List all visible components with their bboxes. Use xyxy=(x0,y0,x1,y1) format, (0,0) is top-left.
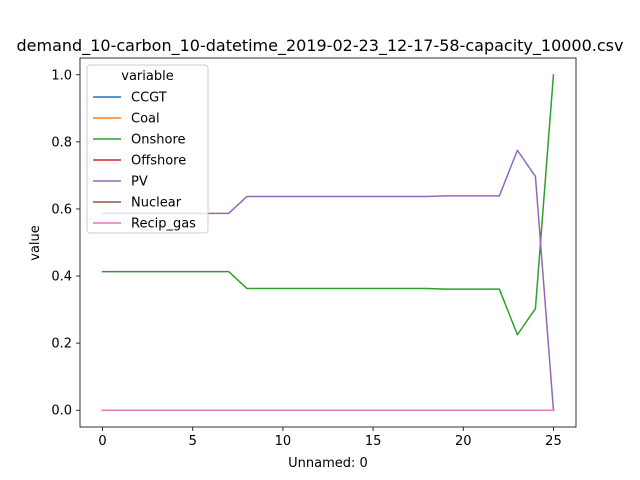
x-tick-label: 5 xyxy=(189,434,197,449)
x-tick-label: 20 xyxy=(455,434,472,449)
axes-frame xyxy=(79,57,577,428)
x-axis: 0 5 10 15 20 25 xyxy=(98,427,562,449)
y-tick-label: 0.4 xyxy=(51,270,72,285)
x-axis-label: Unnamed: 0 xyxy=(288,456,368,471)
legend-label: Offshore xyxy=(131,154,186,169)
y-axis-label: value xyxy=(28,225,43,261)
x-tick-label: 15 xyxy=(365,434,382,449)
x-tick-label: 10 xyxy=(275,434,292,449)
x-tick-label: 0 xyxy=(98,434,106,449)
legend-label: CCGT xyxy=(131,91,167,106)
y-tick-label: 1.0 xyxy=(51,68,72,83)
legend: variable CCGT Coal Onshore Offshore PV Nuclear… xyxy=(86,64,209,234)
y-tick-label: 0.0 xyxy=(51,404,72,419)
legend-label: Coal xyxy=(131,112,160,127)
legend-label: Nuclear xyxy=(131,196,182,211)
legend-title: variable xyxy=(121,69,173,84)
x-tick-label: 25 xyxy=(545,434,562,449)
y-tick-label: 0.8 xyxy=(51,135,72,150)
series-line-onshore xyxy=(101,73,555,336)
chart-title: demand_10-carbon_10-datetime_2019-02-23_… xyxy=(17,36,624,56)
legend-box xyxy=(86,64,209,234)
legend-label: Recip_gas xyxy=(131,217,196,232)
y-axis: 0.0 0.2 0.4 0.6 0.8 1.0 xyxy=(51,68,80,419)
y-tick-label: 0.2 xyxy=(51,337,72,352)
y-tick-label: 0.6 xyxy=(51,202,72,217)
legend-label: PV xyxy=(131,175,148,190)
legend-label: Onshore xyxy=(131,133,186,148)
